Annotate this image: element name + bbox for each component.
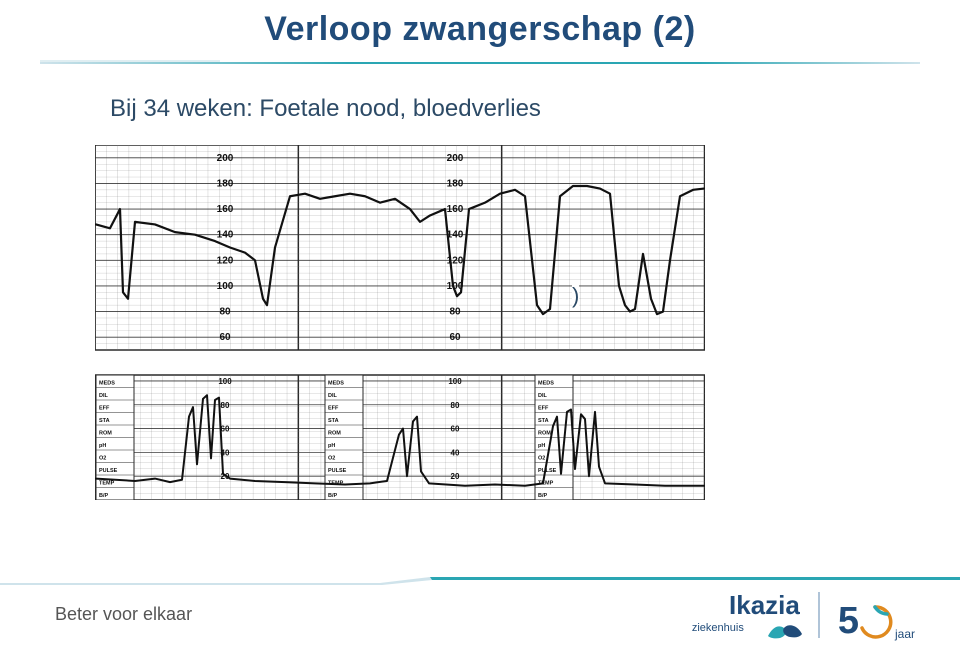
title-divider xyxy=(40,60,920,66)
svg-text:O2: O2 xyxy=(538,455,545,461)
svg-text:pH: pH xyxy=(328,443,335,449)
svg-text:100: 100 xyxy=(448,377,462,386)
svg-text:200: 200 xyxy=(217,153,234,164)
svg-text:80: 80 xyxy=(449,307,461,318)
logo-area: Ikazia ziekenhuis 5 jaar xyxy=(692,592,915,640)
svg-text:PULSE: PULSE xyxy=(538,468,557,474)
svg-text:160: 160 xyxy=(217,204,234,215)
svg-text:80: 80 xyxy=(219,307,231,318)
svg-text:100: 100 xyxy=(218,377,232,386)
svg-text:MEDS: MEDS xyxy=(99,380,115,386)
fifty-number: 5 xyxy=(838,602,859,640)
svg-text:100: 100 xyxy=(217,281,234,292)
svg-text:ROM: ROM xyxy=(99,430,112,436)
svg-text:MEDS: MEDS xyxy=(538,380,554,386)
slide-subtitle: Bij 34 weken: Foetale nood, bloedverlies xyxy=(110,95,541,123)
svg-text:pH: pH xyxy=(99,443,106,449)
svg-text:80: 80 xyxy=(451,401,460,410)
svg-text:60: 60 xyxy=(219,332,231,343)
ikazia-subtext: ziekenhuis xyxy=(692,622,744,634)
svg-text:STA: STA xyxy=(99,418,110,424)
svg-text:80: 80 xyxy=(221,401,230,410)
ctg-svg: 6060808010010012012014014016016018018020… xyxy=(95,145,705,500)
svg-text:EFF: EFF xyxy=(538,405,549,411)
svg-text:20: 20 xyxy=(451,472,460,481)
slide-container: Verloop zwangerschap (2) Bij 34 weken: F… xyxy=(0,0,960,655)
svg-text:60: 60 xyxy=(221,425,230,434)
svg-text:160: 160 xyxy=(447,204,464,215)
ikazia-logo: Ikazia ziekenhuis xyxy=(692,592,800,640)
svg-text:40: 40 xyxy=(451,448,460,457)
footer-tagline: Beter voor elkaar xyxy=(55,604,192,625)
fifty-jaar-label: jaar xyxy=(895,628,915,640)
svg-text:DIL: DIL xyxy=(328,393,338,399)
ctg-chart: 6060808010010012012014014016016018018020… xyxy=(95,145,705,500)
hands-icon xyxy=(766,618,804,640)
svg-text:B/P: B/P xyxy=(328,493,338,499)
svg-text:O2: O2 xyxy=(328,455,335,461)
svg-text:DIL: DIL xyxy=(99,393,109,399)
svg-text:B/P: B/P xyxy=(99,493,109,499)
svg-text:180: 180 xyxy=(217,178,234,189)
svg-text:pH: pH xyxy=(538,443,545,449)
svg-text:PULSE: PULSE xyxy=(328,468,347,474)
svg-text:O2: O2 xyxy=(99,455,106,461)
svg-text:60: 60 xyxy=(449,332,461,343)
svg-text:EFF: EFF xyxy=(99,405,110,411)
footer-divider xyxy=(0,575,960,585)
svg-text:MEDS: MEDS xyxy=(328,380,344,386)
svg-text:140: 140 xyxy=(217,230,234,241)
svg-text:PULSE: PULSE xyxy=(99,468,118,474)
ikazia-name: Ikazia xyxy=(729,592,800,618)
slide-title: Verloop zwangerschap (2) xyxy=(0,10,960,49)
svg-text:STA: STA xyxy=(328,418,339,424)
svg-text:200: 200 xyxy=(447,153,464,164)
svg-text:ROM: ROM xyxy=(328,430,341,436)
svg-text:B/P: B/P xyxy=(538,493,548,499)
fifty-years-logo: 5 jaar xyxy=(838,602,915,640)
svg-text:STA: STA xyxy=(538,418,549,424)
svg-text:EFF: EFF xyxy=(328,405,339,411)
orphan-paren-char: ) xyxy=(572,283,579,309)
svg-text:ROM: ROM xyxy=(538,430,551,436)
zero-swirl-icon xyxy=(857,604,893,640)
svg-text:DIL: DIL xyxy=(538,393,548,399)
svg-text:120: 120 xyxy=(217,255,234,266)
svg-text:TEMP: TEMP xyxy=(99,480,115,486)
svg-text:180: 180 xyxy=(447,178,464,189)
logo-divider xyxy=(818,592,820,638)
svg-text:60: 60 xyxy=(451,425,460,434)
